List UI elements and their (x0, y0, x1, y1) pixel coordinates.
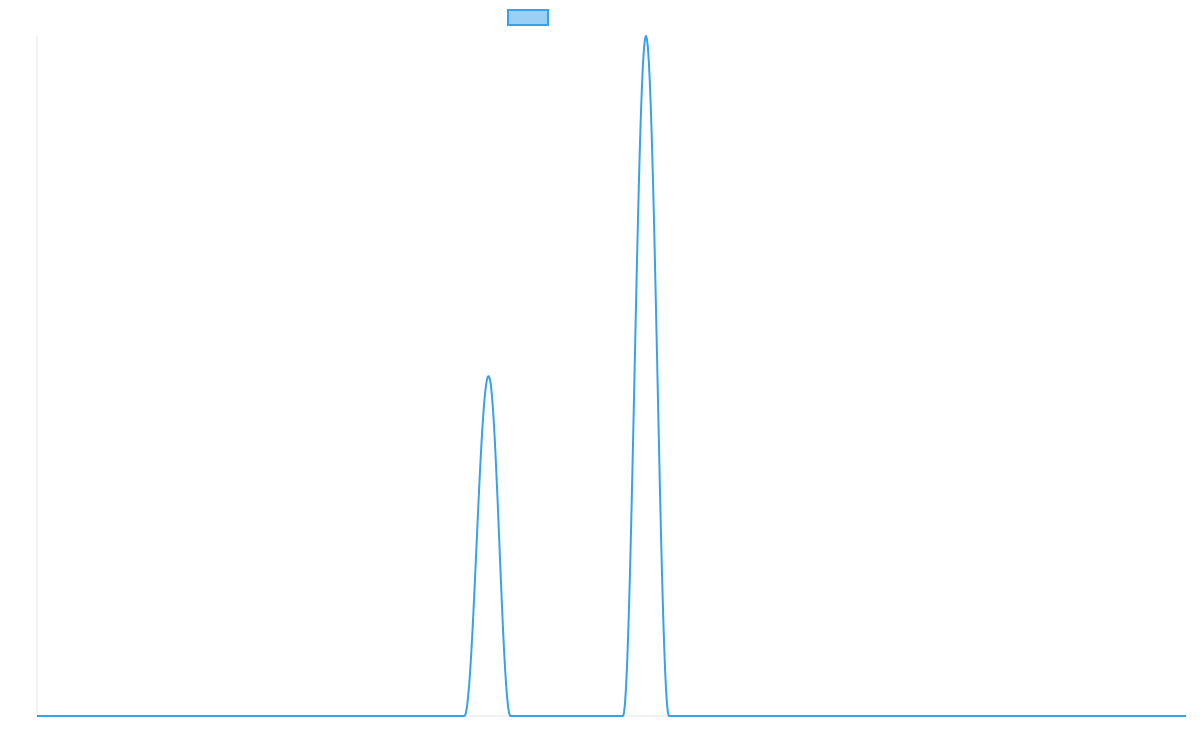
legend[interactable] (507, 9, 549, 26)
series-line-0 (36, 35, 1187, 717)
series-layer (36, 35, 1187, 717)
axes (36, 36, 1186, 717)
legend-swatch-0[interactable] (507, 9, 549, 26)
